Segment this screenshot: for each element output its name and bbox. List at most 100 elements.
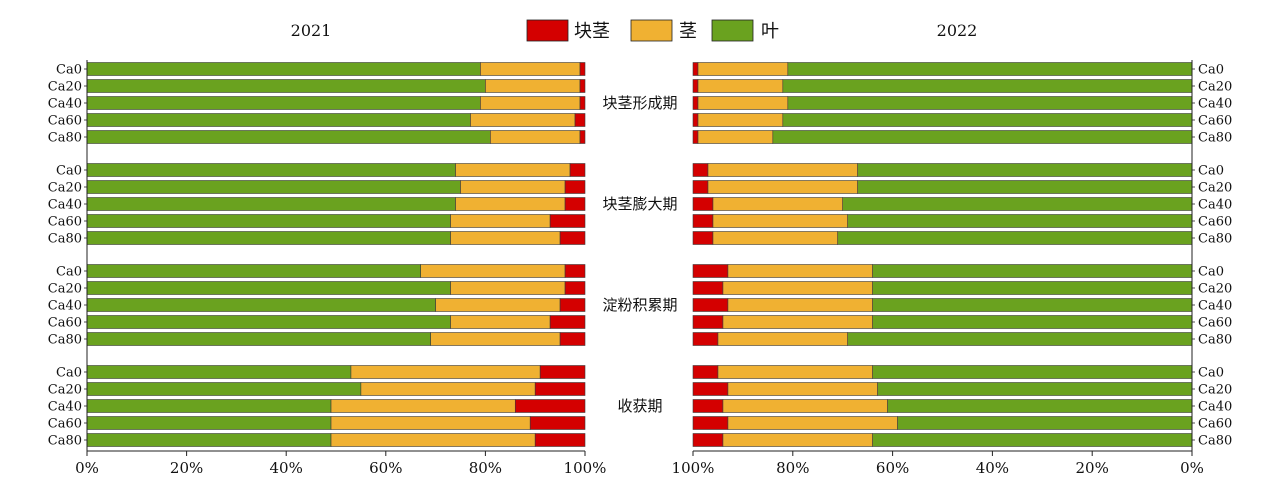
- bar-2021-块茎形成期-Ca0-leaf: [86, 62, 481, 76]
- stage-label-2: 淀粉积累期: [602, 296, 677, 314]
- bar-2021-块茎膨大期-Ca80-tuber: [559, 231, 586, 245]
- bar-2021-块茎膨大期-Ca0-leaf: [86, 163, 456, 177]
- bar-2022-块茎形成期-Ca80-leaf: [772, 130, 1193, 144]
- bar-2022-淀粉积累期-Ca0-tuber: [692, 264, 729, 278]
- bar-2021-块茎膨大期-Ca80-leaf: [86, 231, 451, 245]
- bar-2021-块茎膨大期-Ca40-stem: [455, 197, 566, 211]
- category-label-2022-Ca80: Ca80: [1198, 333, 1232, 348]
- x-tick-label-2021-0: 0%: [75, 459, 99, 477]
- bar-2021-淀粉积累期-Ca40-tuber: [559, 298, 586, 312]
- bar-2022-收获期-Ca0-tuber: [692, 365, 719, 379]
- bar-2021-淀粉积累期-Ca0-leaf: [86, 264, 421, 278]
- bar-2022-块茎形成期-Ca20-leaf: [782, 79, 1193, 93]
- bar-2022-收获期-Ca60-stem: [727, 416, 898, 430]
- bar-2021-块茎膨大期-Ca0-tuber: [569, 163, 586, 177]
- category-label-2021-Ca60: Ca60: [48, 215, 82, 230]
- bar-2022-块茎膨大期-Ca60-tuber: [692, 214, 714, 228]
- bar-2021-块茎形成期-Ca40-stem: [480, 96, 581, 110]
- bar-2022-淀粉积累期-Ca40-leaf: [872, 298, 1193, 312]
- bar-2021-淀粉积累期-Ca20-tuber: [564, 281, 586, 295]
- bar-2022-淀粉积累期-Ca80-leaf: [847, 332, 1193, 346]
- bar-2021-淀粉积累期-Ca60-leaf: [86, 315, 451, 329]
- category-label-2021-Ca80: Ca80: [48, 333, 82, 348]
- bar-2021-淀粉积累期-Ca20-stem: [450, 281, 566, 295]
- bar-2021-收获期-Ca60-leaf: [86, 416, 332, 430]
- bar-2021-淀粉积累期-Ca60-stem: [450, 315, 551, 329]
- bar-2021-块茎形成期-Ca20-stem: [485, 79, 581, 93]
- category-label-2021-Ca40: Ca40: [48, 299, 82, 314]
- bar-2022-块茎膨大期-Ca60-leaf: [847, 214, 1193, 228]
- bar-2022-淀粉积累期-Ca60-tuber: [692, 315, 724, 329]
- category-label-2022-Ca0: Ca0: [1198, 265, 1224, 280]
- bar-2022-收获期-Ca60-tuber: [692, 416, 729, 430]
- x-tick-label-2021-1: 20%: [170, 459, 203, 477]
- bar-2021-块茎形成期-Ca60-leaf: [86, 113, 471, 127]
- category-label-2022-Ca60: Ca60: [1198, 316, 1232, 331]
- bar-2022-块茎形成期-Ca60-stem: [697, 113, 784, 127]
- bar-2022-收获期-Ca80-leaf: [872, 433, 1193, 447]
- bar-2021-收获期-Ca20-tuber: [534, 382, 586, 396]
- bar-2021-收获期-Ca80-tuber: [534, 433, 586, 447]
- category-label-2021-Ca0: Ca0: [56, 265, 82, 280]
- bar-2022-块茎膨大期-Ca20-tuber: [692, 180, 709, 194]
- category-label-2022-Ca60: Ca60: [1198, 114, 1232, 129]
- bar-2022-收获期-Ca40-leaf: [887, 399, 1193, 413]
- bar-2022-块茎形成期-Ca20-stem: [697, 79, 784, 93]
- bar-2021-块茎形成期-Ca20-leaf: [86, 79, 486, 93]
- panel-year-2021: 2021: [291, 21, 332, 40]
- legend-swatch-tuber: [526, 19, 569, 42]
- bar-2021-块茎形成期-Ca40-tuber: [579, 96, 586, 110]
- bar-2022-淀粉积累期-Ca40-tuber: [692, 298, 729, 312]
- bar-2021-淀粉积累期-Ca80-tuber: [559, 332, 586, 346]
- legend-swatch-stem: [630, 19, 673, 42]
- legend-label-tuber: 块茎: [574, 21, 610, 42]
- legend-label-stem: 茎: [679, 21, 697, 42]
- category-label-2022-Ca40: Ca40: [1198, 198, 1232, 213]
- bar-2021-块茎膨大期-Ca60-leaf: [86, 214, 451, 228]
- category-label-2021-Ca20: Ca20: [48, 181, 82, 196]
- bar-2022-淀粉积累期-Ca60-leaf: [872, 315, 1193, 329]
- bar-2022-块茎膨大期-Ca40-leaf: [842, 197, 1193, 211]
- x-tick-label-2022-3: 40%: [976, 459, 1009, 477]
- bar-2021-收获期-Ca0-tuber: [539, 365, 586, 379]
- bar-2022-淀粉积累期-Ca0-leaf: [872, 264, 1193, 278]
- category-label-2022-Ca60: Ca60: [1198, 215, 1232, 230]
- category-label-2021-Ca40: Ca40: [48, 400, 82, 415]
- bar-2021-块茎膨大期-Ca20-tuber: [564, 180, 586, 194]
- bar-2021-块茎膨大期-Ca60-stem: [450, 214, 551, 228]
- bar-2021-块茎膨大期-Ca20-stem: [460, 180, 566, 194]
- bar-2022-收获期-Ca40-stem: [722, 399, 888, 413]
- bar-2022-块茎形成期-Ca60-leaf: [782, 113, 1193, 127]
- legend-swatch-leaf: [711, 19, 754, 42]
- bar-2022-收获期-Ca40-tuber: [692, 399, 724, 413]
- bar-2022-收获期-Ca0-stem: [717, 365, 873, 379]
- bar-2021-收获期-Ca20-stem: [360, 382, 536, 396]
- stage-label-0: 块茎形成期: [602, 94, 677, 112]
- category-label-2021-Ca20: Ca20: [48, 282, 82, 297]
- bar-2022-淀粉积累期-Ca80-stem: [717, 332, 848, 346]
- category-label-2021-Ca60: Ca60: [48, 316, 82, 331]
- bar-2021-块茎形成期-Ca80-tuber: [579, 130, 586, 144]
- bar-2022-块茎形成期-Ca0-tuber: [692, 62, 699, 76]
- bar-2021-收获期-Ca80-leaf: [86, 433, 332, 447]
- bar-2022-块茎膨大期-Ca20-leaf: [857, 180, 1193, 194]
- bar-2022-淀粉积累期-Ca20-stem: [722, 281, 873, 295]
- bar-2022-块茎膨大期-Ca40-stem: [712, 197, 844, 211]
- bar-2022-收获期-Ca60-leaf: [897, 416, 1193, 430]
- category-label-2022-Ca40: Ca40: [1198, 400, 1232, 415]
- bar-2022-块茎膨大期-Ca0-stem: [707, 163, 858, 177]
- category-label-2021-Ca0: Ca0: [56, 366, 82, 381]
- x-tick-label-2022-2: 60%: [876, 459, 909, 477]
- bar-2021-块茎形成期-Ca20-tuber: [579, 79, 586, 93]
- category-label-2021-Ca40: Ca40: [48, 97, 82, 112]
- category-label-2022-Ca0: Ca0: [1198, 366, 1224, 381]
- category-label-2022-Ca80: Ca80: [1198, 434, 1232, 449]
- legend: 块茎 茎 叶: [526, 19, 779, 42]
- x-tick-label-2022-0: 100%: [672, 459, 715, 477]
- category-label-2021-Ca20: Ca20: [48, 80, 82, 95]
- category-label-2022-Ca20: Ca20: [1198, 383, 1232, 398]
- bar-2021-收获期-Ca40-stem: [330, 399, 516, 413]
- bar-2022-收获期-Ca80-stem: [722, 433, 873, 447]
